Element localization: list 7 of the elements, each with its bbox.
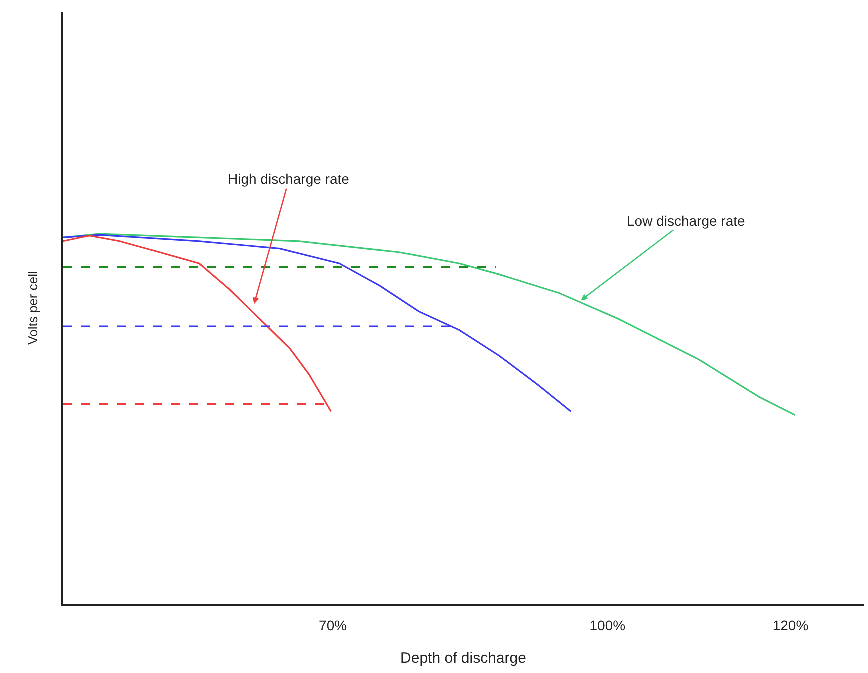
annotation: Low discharge rate [627,213,746,229]
annotation: High discharge rate [228,171,350,187]
x-tick-label: 120% [772,618,809,634]
x-tick-label: 70% [319,618,348,634]
x-tick-label: 100% [590,618,626,634]
y-axis-title: Volts per cell [26,271,41,345]
x-axis-title: Depth of discharge [400,650,526,668]
